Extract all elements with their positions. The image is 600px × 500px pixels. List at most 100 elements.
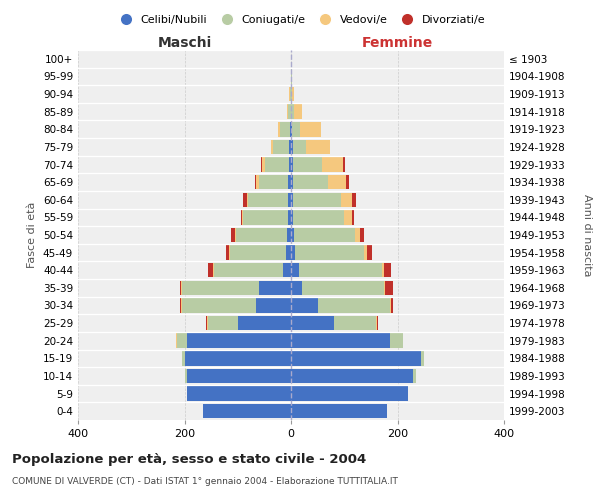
Bar xyxy=(341,192,352,207)
Bar xyxy=(391,298,393,312)
Bar xyxy=(291,192,293,207)
Bar xyxy=(291,210,293,224)
Bar xyxy=(293,175,328,190)
Text: COMUNE DI VALVERDE (CT) - Dati ISTAT 1° gennaio 2004 - Elaborazione TUTTITALIA.I: COMUNE DI VALVERDE (CT) - Dati ISTAT 1° … xyxy=(12,478,398,486)
Bar xyxy=(343,158,345,172)
Bar xyxy=(377,316,379,330)
Bar xyxy=(291,158,293,172)
Bar xyxy=(213,263,214,278)
Text: Popolazione per età, sesso e stato civile - 2004: Popolazione per età, sesso e stato civil… xyxy=(12,452,366,466)
Bar xyxy=(185,368,187,383)
Bar xyxy=(291,263,299,278)
Bar xyxy=(300,122,322,136)
Bar xyxy=(256,298,291,312)
Bar xyxy=(293,210,344,224)
Bar xyxy=(208,316,238,330)
Bar xyxy=(226,246,229,260)
Bar xyxy=(384,280,385,295)
Bar xyxy=(289,158,291,172)
Bar xyxy=(274,140,289,154)
Bar xyxy=(289,104,291,119)
Bar xyxy=(293,158,322,172)
Bar xyxy=(242,210,243,224)
Bar xyxy=(317,298,389,312)
Text: Maschi: Maschi xyxy=(157,36,212,50)
Bar xyxy=(289,192,291,207)
Bar xyxy=(384,263,391,278)
Bar xyxy=(289,140,291,154)
Bar xyxy=(203,404,291,418)
Bar xyxy=(291,175,293,190)
Bar xyxy=(238,316,291,330)
Bar xyxy=(291,87,292,102)
Bar xyxy=(389,298,391,312)
Bar xyxy=(306,140,330,154)
Bar xyxy=(367,246,373,260)
Bar xyxy=(364,246,367,260)
Bar xyxy=(265,158,289,172)
Bar xyxy=(248,192,289,207)
Bar xyxy=(291,298,317,312)
Bar xyxy=(229,246,230,260)
Bar xyxy=(291,351,421,366)
Bar xyxy=(293,228,355,242)
Bar xyxy=(214,263,283,278)
Bar xyxy=(187,368,291,383)
Bar xyxy=(352,210,354,224)
Bar xyxy=(382,263,384,278)
Bar xyxy=(291,104,293,119)
Bar xyxy=(346,175,349,190)
Bar xyxy=(182,298,256,312)
Bar xyxy=(247,192,248,207)
Bar xyxy=(293,192,341,207)
Bar xyxy=(176,334,187,348)
Bar xyxy=(291,280,302,295)
Bar xyxy=(182,351,185,366)
Bar xyxy=(291,122,292,136)
Legend: Celibi/Nubili, Coniugati/e, Vedovi/e, Divorziati/e: Celibi/Nubili, Coniugati/e, Vedovi/e, Di… xyxy=(110,10,490,29)
Bar xyxy=(180,280,181,295)
Bar xyxy=(187,386,291,401)
Bar xyxy=(283,263,291,278)
Bar xyxy=(242,192,247,207)
Y-axis label: Fasce di età: Fasce di età xyxy=(28,202,37,268)
Bar xyxy=(278,122,280,136)
Bar xyxy=(287,228,291,242)
Bar xyxy=(292,87,293,102)
Bar xyxy=(287,104,289,119)
Bar xyxy=(292,122,300,136)
Bar xyxy=(291,368,413,383)
Bar xyxy=(413,368,416,383)
Bar xyxy=(187,334,291,348)
Bar xyxy=(355,228,360,242)
Bar xyxy=(259,280,291,295)
Bar xyxy=(260,158,262,172)
Bar xyxy=(291,334,389,348)
Bar xyxy=(241,210,242,224)
Bar xyxy=(291,228,293,242)
Bar xyxy=(255,175,256,190)
Bar xyxy=(289,210,291,224)
Bar xyxy=(185,351,291,366)
Bar xyxy=(291,316,334,330)
Bar xyxy=(286,246,291,260)
Bar xyxy=(299,263,382,278)
Bar xyxy=(385,280,393,295)
Bar xyxy=(421,351,424,366)
Bar xyxy=(259,175,289,190)
Bar xyxy=(235,228,236,242)
Bar xyxy=(295,246,364,260)
Bar xyxy=(302,280,384,295)
Bar xyxy=(352,192,356,207)
Bar xyxy=(208,263,213,278)
Bar xyxy=(322,158,343,172)
Bar xyxy=(291,246,295,260)
Bar xyxy=(290,87,291,102)
Text: Femmine: Femmine xyxy=(362,36,433,50)
Bar xyxy=(291,140,293,154)
Bar xyxy=(280,122,290,136)
Bar xyxy=(328,175,346,190)
Bar xyxy=(344,210,352,224)
Bar xyxy=(289,175,291,190)
Y-axis label: Anni di nascita: Anni di nascita xyxy=(582,194,592,276)
